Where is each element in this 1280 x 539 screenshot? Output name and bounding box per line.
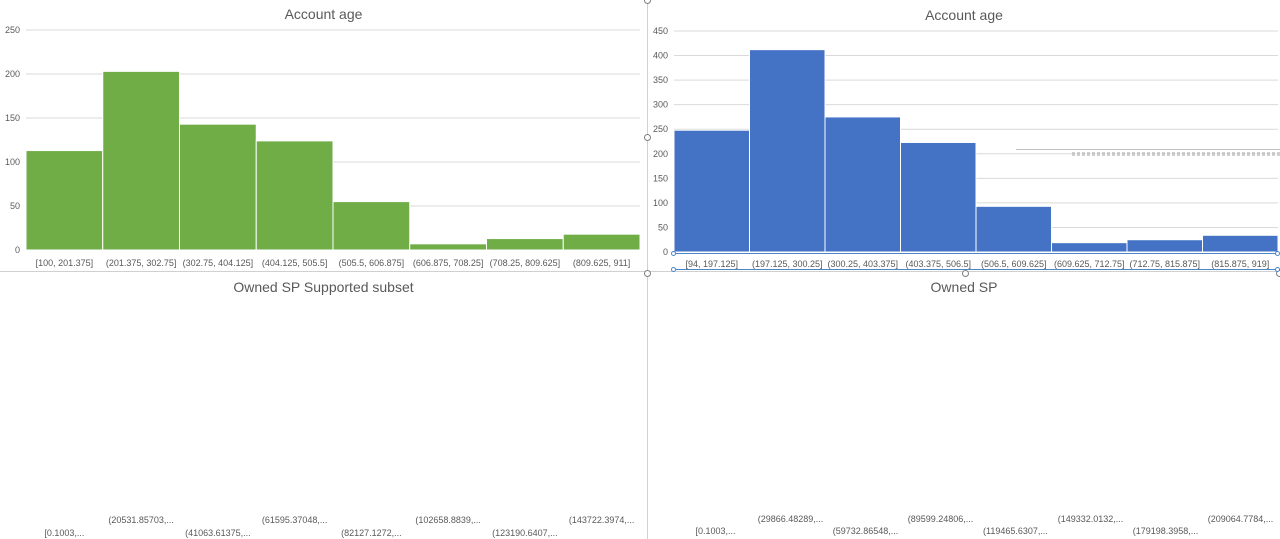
x-category-label: (209064.7784,... [1208,514,1274,524]
chart-title: Account age [925,7,1003,23]
x-category-label: (506.5, 609.625] [981,259,1047,269]
x-category-label: (29866.48289,... [758,514,824,524]
y-tick-label: 100 [5,157,20,167]
axis-selection-handle[interactable] [671,267,676,272]
bar [25,150,104,251]
x-category-label: (404.125, 505.5] [262,258,328,268]
bar [900,141,977,253]
chart-panel-owned-sp-supported-subset[interactable]: Owned SP Supported subset 01002003004005… [0,272,647,539]
bar [1126,239,1203,253]
chart-title: Account age [284,6,363,22]
chart-panel-account-age-green[interactable]: Account age 0 50 100 150 200 250 [100, 201.375… [0,0,647,271]
bar [486,238,564,251]
x-category-label: (89599.24806,... [908,514,974,524]
y-tick-label: 0 [663,247,668,257]
y-tick-label: 250 [653,124,668,134]
x-category-label: [100, 201.375] [36,258,94,268]
bar [749,49,826,253]
axis-selection-handle[interactable] [671,251,676,256]
chart-panel-account-age-blue[interactable]: Account age 0 50 100 150 200 250 300 350 400 450 [… [648,0,1280,271]
y-tick-label: 150 [653,173,668,183]
bar [332,201,411,251]
resize-handle[interactable] [644,0,651,4]
histogram-chart: 0200400600800100012001400[0.1003,...(298… [695,514,1274,536]
panel-divider-horizontal [0,271,1280,272]
x-category-label: [0.1003,... [44,528,84,538]
x-category-label: (119465.6307,... [983,526,1048,536]
chart-panel-owned-sp[interactable]: Owned SP 0200400600800100012001400[0.100… [648,272,1280,539]
bar [975,205,1052,253]
bar [255,140,334,251]
x-category-label: (201.375, 302.75] [106,258,177,268]
x-category-label: (302.75, 404.125] [183,258,254,268]
x-category-label: (300.25, 403.375] [827,259,898,269]
bar [102,70,180,251]
axis-selection-handle[interactable] [1275,267,1280,272]
x-category-label: (149332.0132,... [1058,514,1124,524]
axis-selection-border [674,269,1278,270]
x-category-label: (20531.85703,... [108,515,174,525]
y-tick-label: 50 [658,222,668,232]
histogram-chart: 0 50 100 150 200 250 300 350 400 450 [94, 197.125]… [653,26,1279,269]
overlay-artifact-text [1072,152,1280,156]
bar [673,129,750,253]
histogram-chart: 0100200300400500600700800[0.1003,...(205… [44,515,635,538]
resize-handle[interactable] [644,134,651,141]
overlay-artifact-line [1016,149,1280,150]
bar [179,123,257,251]
y-tick-label: 100 [653,198,668,208]
y-tick-label: 200 [653,149,668,159]
resize-handle[interactable] [644,270,651,277]
x-category-label: (179198.3958,... [1133,526,1199,536]
x-category-label: [94, 197.125] [685,259,738,269]
x-category-label: (505.5, 606.875] [339,258,405,268]
y-tick-label: 150 [5,113,20,123]
histogram-chart: 0 50 100 150 200 250 [100, 201.375] (201.375, 3… [5,25,641,268]
y-tick-label: 200 [5,69,20,79]
y-tick-label: 300 [653,100,668,110]
bar [409,243,487,251]
chart-title: Owned SP Supported subset [233,279,414,295]
chart-title: Owned SP [930,279,998,295]
bar [824,116,901,253]
x-category-label: (41063.61375,... [185,528,251,538]
x-category-label: (123190.6407,... [492,528,558,538]
bar [1051,242,1128,253]
resize-handle[interactable] [962,270,969,277]
panel-divider-vertical [647,0,648,539]
x-category-label: (143722.3974,... [569,515,635,525]
x-category-label: (82127.1272,... [341,528,402,538]
x-category-label: (809.625, 911] [573,258,630,268]
x-category-label: (197.125, 300.25] [752,259,823,269]
x-category-label: (606.875, 708.25] [413,258,484,268]
x-category-label: (609.625, 712.75] [1054,259,1125,269]
axis-selection-handle[interactable] [1275,251,1280,256]
x-category-label: (59732.86548,... [833,526,899,536]
x-category-label: (708.25, 809.625] [490,258,561,268]
x-category-label: (102658.8839,... [415,515,481,525]
x-category-label: [0.1003,... [695,526,735,536]
y-tick-label: 450 [653,26,668,36]
x-category-label: (61595.37048,... [262,515,328,525]
bar [1202,234,1279,253]
y-tick-label: 50 [10,201,20,211]
y-tick-label: 400 [653,51,668,61]
bar [562,233,641,251]
y-tick-label: 0 [15,245,20,255]
x-category-label: (815.875, 919] [1211,259,1269,269]
y-tick-label: 350 [653,75,668,85]
y-tick-label: 250 [5,25,20,35]
x-category-label: (712.75, 815.875] [1129,259,1200,269]
axis-selection-border [674,253,1278,254]
x-category-label: (403.375, 506.5] [905,259,971,269]
